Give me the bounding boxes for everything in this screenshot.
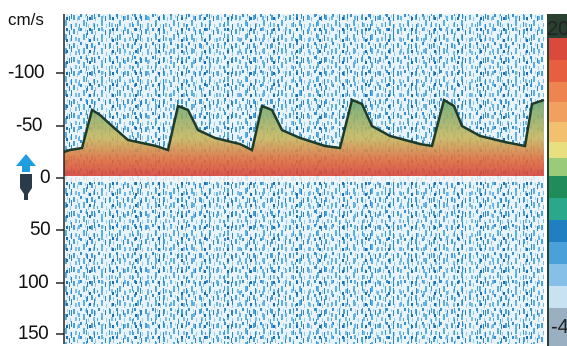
velocity-tick-label: 50 <box>30 219 51 240</box>
velocity-unit-label: cm/s <box>8 10 44 29</box>
baseline-arrow-icon <box>16 154 36 172</box>
velocity-tick-label: 150 <box>18 323 49 344</box>
flow-envelope-fill <box>64 100 544 176</box>
baseline-band <box>64 176 544 182</box>
probe-icon <box>20 174 32 200</box>
color-scale-min-label: -4 <box>551 316 567 338</box>
velocity-tick-label: 100 <box>18 272 49 293</box>
flow-envelope-line <box>63 98 545 154</box>
color-scale-max-label: 20 <box>547 18 567 40</box>
velocity-tick-label: 0 <box>40 167 51 188</box>
velocity-tick-label: -50 <box>16 115 42 136</box>
velocity-tick-label: -100 <box>8 62 45 83</box>
color-scale-bar <box>547 14 567 346</box>
